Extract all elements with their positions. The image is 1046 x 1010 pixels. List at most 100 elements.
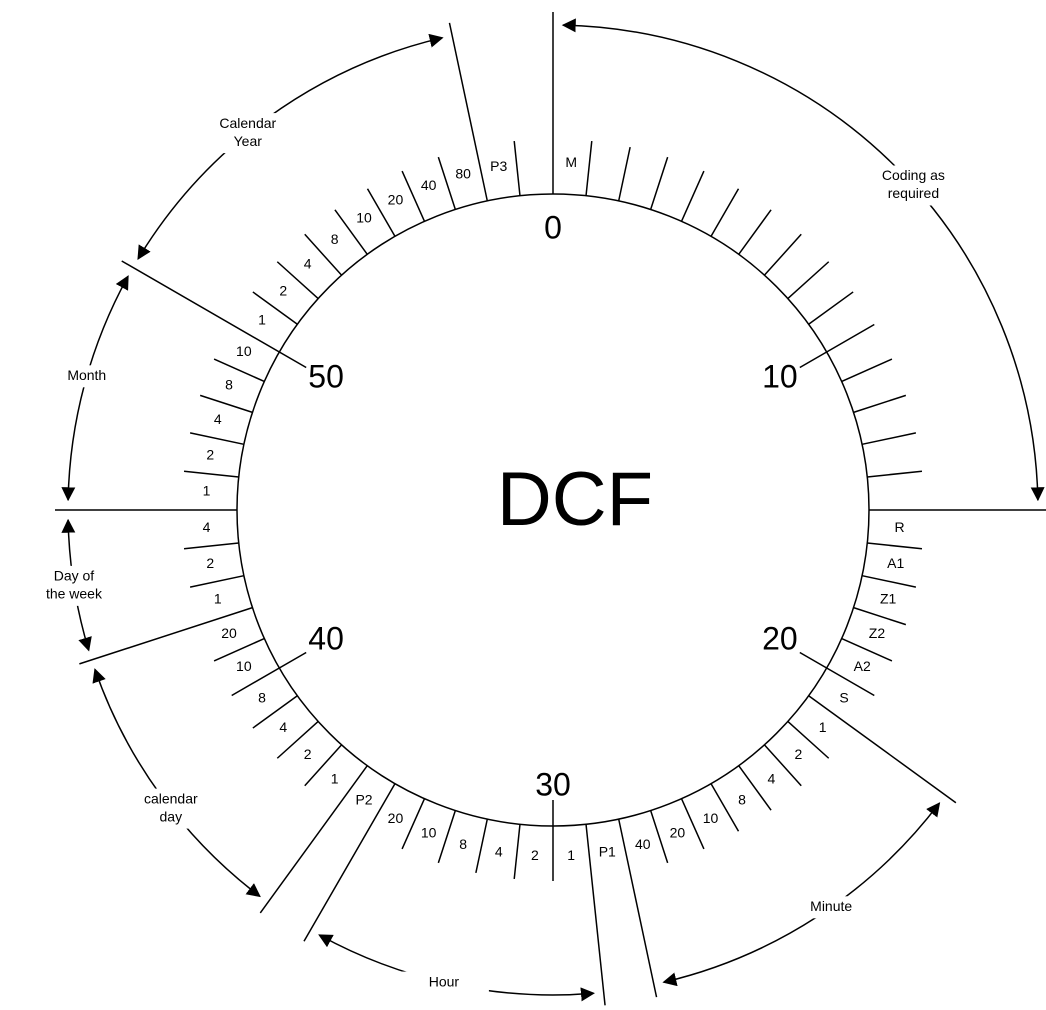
tick bbox=[861, 432, 917, 446]
number-label: 0 bbox=[544, 209, 562, 245]
tick bbox=[799, 323, 875, 369]
tick bbox=[448, 22, 489, 202]
tick bbox=[808, 695, 957, 804]
tick bbox=[475, 818, 489, 874]
tick bbox=[199, 394, 253, 414]
section-label: day bbox=[160, 808, 183, 824]
tick bbox=[649, 156, 669, 210]
bit-label: 2 bbox=[531, 847, 539, 863]
tick bbox=[867, 542, 923, 550]
number-label: 10 bbox=[762, 358, 798, 394]
section-label: Year bbox=[234, 133, 263, 149]
section-arc bbox=[61, 275, 129, 502]
bit-label: 10 bbox=[703, 810, 719, 826]
number-label: 30 bbox=[535, 766, 571, 802]
bit-label: 8 bbox=[459, 836, 467, 852]
center-label: DCF bbox=[497, 457, 653, 542]
tick bbox=[213, 358, 265, 383]
bit-label: 80 bbox=[455, 166, 471, 182]
bit-label: 1 bbox=[203, 483, 211, 499]
tick bbox=[276, 720, 319, 759]
tick bbox=[841, 358, 893, 383]
label-bg bbox=[202, 113, 293, 154]
bit-label: 1 bbox=[567, 847, 575, 863]
tick bbox=[513, 140, 521, 196]
tick bbox=[787, 261, 830, 300]
bit-label: 8 bbox=[331, 231, 339, 247]
section-label: Coding as bbox=[882, 167, 945, 183]
number-label: 40 bbox=[308, 620, 344, 656]
bit-label: 4 bbox=[495, 843, 503, 859]
section-label: Day of bbox=[54, 568, 95, 584]
bit-label: 10 bbox=[236, 658, 252, 674]
tick bbox=[617, 146, 631, 202]
tick bbox=[649, 810, 669, 864]
tick bbox=[437, 156, 457, 210]
tick bbox=[585, 824, 606, 1006]
tick bbox=[710, 188, 740, 237]
tick bbox=[841, 637, 893, 662]
label-bg bbox=[125, 788, 216, 829]
bit-label: 10 bbox=[421, 825, 437, 841]
section-label: Minute bbox=[810, 898, 852, 914]
bit-label: 4 bbox=[767, 770, 775, 786]
bit-label: 20 bbox=[221, 625, 237, 641]
tick bbox=[617, 818, 658, 998]
tick bbox=[867, 470, 923, 478]
bit-label: 1 bbox=[258, 312, 266, 328]
bit-label: 2 bbox=[279, 282, 287, 298]
bit-label: 10 bbox=[356, 210, 372, 226]
label-bg bbox=[786, 896, 877, 919]
tick bbox=[513, 824, 521, 880]
bit-label: 20 bbox=[388, 810, 404, 826]
tick bbox=[401, 798, 426, 850]
bit-label: 8 bbox=[738, 792, 746, 808]
bit-label: 1 bbox=[819, 719, 827, 735]
bit-label: M bbox=[565, 154, 577, 170]
number-label: 20 bbox=[762, 620, 798, 656]
bit-label: 2 bbox=[206, 555, 214, 571]
bit-label: 8 bbox=[225, 376, 233, 392]
tick bbox=[680, 170, 705, 222]
tick bbox=[585, 140, 593, 196]
tick bbox=[808, 291, 854, 325]
section-label: Hour bbox=[429, 973, 460, 989]
bit-label: 40 bbox=[421, 177, 437, 193]
tick bbox=[437, 810, 457, 864]
tick bbox=[738, 209, 772, 255]
tick bbox=[252, 291, 298, 325]
section-label: Calendar bbox=[219, 115, 276, 131]
section-label: Month bbox=[67, 367, 106, 383]
bit-label: P2 bbox=[355, 792, 372, 808]
bit-label: Z2 bbox=[869, 625, 886, 641]
bit-label: R bbox=[894, 519, 904, 535]
bit-label: 2 bbox=[206, 446, 214, 462]
tick bbox=[799, 651, 875, 697]
tick bbox=[276, 261, 319, 300]
tick bbox=[189, 432, 245, 446]
bit-label: 4 bbox=[214, 411, 222, 427]
label-bg bbox=[868, 165, 959, 206]
tick bbox=[189, 574, 245, 588]
tick bbox=[303, 783, 396, 942]
bit-label: 20 bbox=[670, 825, 686, 841]
bit-label: 40 bbox=[635, 836, 651, 852]
tick bbox=[853, 394, 907, 414]
tick bbox=[213, 637, 265, 662]
bit-label: Z1 bbox=[880, 591, 897, 607]
bit-label: 2 bbox=[794, 746, 802, 762]
section-label: calendar bbox=[144, 790, 198, 806]
bit-label: 2 bbox=[304, 746, 312, 762]
bit-label: 4 bbox=[304, 255, 312, 271]
tick bbox=[763, 744, 802, 787]
tick bbox=[259, 765, 368, 914]
bit-label: 4 bbox=[279, 719, 287, 735]
bit-label: P3 bbox=[490, 158, 507, 174]
number-label: 50 bbox=[308, 358, 344, 394]
bit-label: 20 bbox=[388, 192, 404, 208]
tick bbox=[183, 470, 239, 478]
section-label: required bbox=[888, 185, 939, 201]
tick bbox=[763, 233, 802, 276]
section-arc bbox=[92, 668, 261, 898]
